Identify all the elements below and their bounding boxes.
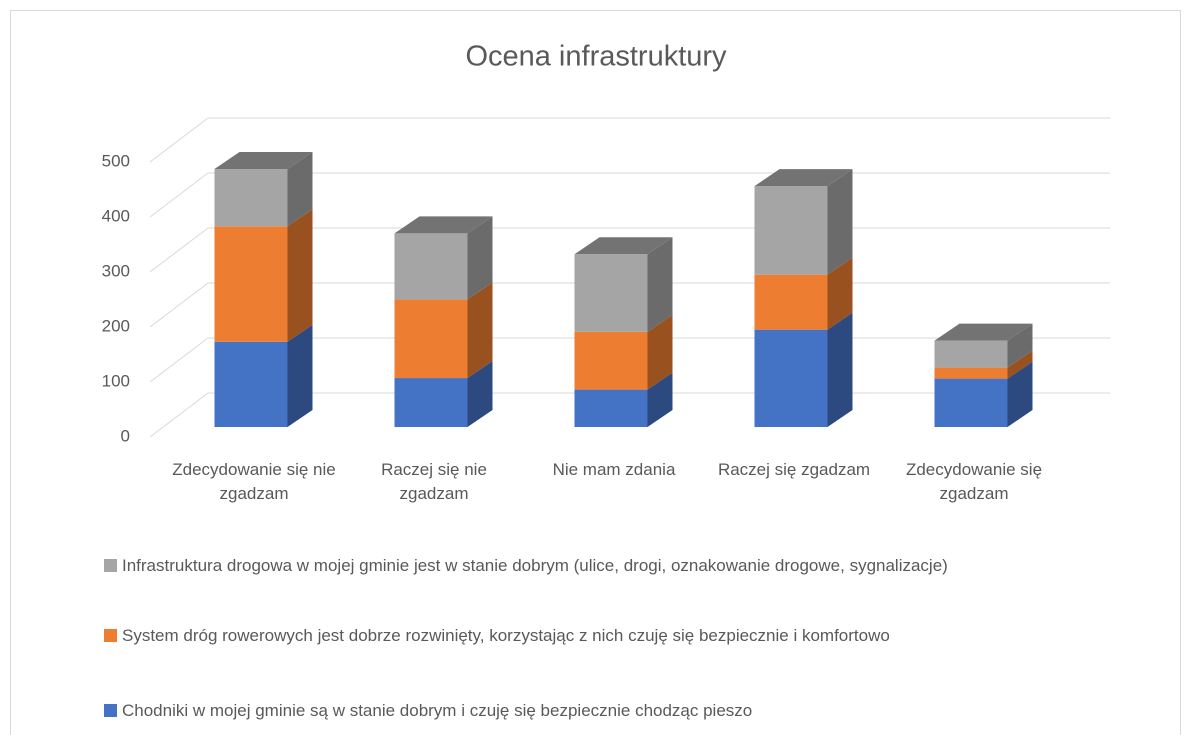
bar-side bbox=[1007, 350, 1033, 379]
bar-top bbox=[214, 152, 313, 170]
legend-swatch bbox=[104, 629, 117, 642]
x-tick-label: Zdecydowanie się nie zgadzam bbox=[172, 460, 336, 503]
legend-label: System dróg rowerowych jest dobrze rozwi… bbox=[122, 626, 890, 645]
y-tick-label: 300 bbox=[102, 261, 130, 280]
bar-side bbox=[467, 216, 493, 300]
bar-side bbox=[1007, 361, 1033, 427]
bar-top bbox=[574, 237, 673, 255]
bar bbox=[394, 233, 468, 300]
legend-item: Infrastruktura drogowa w mojej gminie je… bbox=[104, 552, 1122, 579]
bar-top bbox=[394, 216, 493, 234]
bar bbox=[574, 254, 648, 332]
grid-line bbox=[149, 227, 209, 273]
bar-side bbox=[827, 257, 853, 330]
bar bbox=[394, 378, 468, 427]
bar-side bbox=[1007, 323, 1033, 368]
x-tick-label: Raczej się zgadzam bbox=[717, 460, 871, 479]
bar bbox=[574, 389, 648, 427]
bar-side bbox=[287, 209, 313, 342]
bar-side bbox=[467, 361, 493, 427]
legend-label: Chodniki w mojej gminie są w stanie dobr… bbox=[122, 701, 753, 720]
bar bbox=[214, 341, 288, 427]
bar bbox=[934, 378, 1008, 427]
bar bbox=[214, 169, 288, 227]
bar bbox=[754, 274, 828, 330]
bar-top bbox=[754, 169, 853, 187]
x-tick-label: Raczej się nie zgadzam bbox=[381, 460, 487, 503]
bar bbox=[574, 331, 648, 390]
legend-swatch bbox=[104, 704, 117, 717]
bar bbox=[754, 186, 828, 275]
legend-item: Chodniki w mojej gminie są w stanie dobr… bbox=[104, 697, 1122, 724]
bar-side bbox=[467, 282, 493, 379]
grid-line bbox=[149, 337, 209, 383]
grid-line bbox=[149, 117, 209, 163]
legend-label: Infrastruktura drogowa w mojej gminie je… bbox=[122, 556, 948, 575]
y-tick-label: 200 bbox=[102, 316, 130, 335]
bar-side bbox=[827, 312, 853, 427]
bar-side bbox=[647, 372, 673, 427]
bar-side bbox=[647, 314, 673, 390]
y-tick-label: 0 bbox=[121, 426, 130, 445]
chart-border bbox=[10, 10, 1181, 735]
bar bbox=[754, 329, 828, 427]
bar bbox=[394, 299, 468, 379]
legend-item: System dróg rowerowych jest dobrze rozwi… bbox=[104, 622, 1122, 649]
y-tick-label: 400 bbox=[102, 206, 130, 225]
y-tick-label: 100 bbox=[102, 371, 130, 390]
bar bbox=[934, 340, 1008, 368]
chart-title: Ocena infrastruktury bbox=[465, 41, 727, 73]
bar-side bbox=[287, 324, 313, 427]
grid-line bbox=[149, 282, 209, 328]
x-tick-label: Zdecydowanie się zgadzam bbox=[905, 460, 1043, 503]
legend-swatch bbox=[104, 559, 117, 572]
y-tick-label: 500 bbox=[102, 151, 130, 170]
bar bbox=[934, 367, 1008, 379]
x-tick-label: Nie mam zdania bbox=[552, 460, 676, 479]
grid-line bbox=[149, 392, 209, 438]
bar bbox=[214, 226, 288, 342]
bar-side bbox=[287, 152, 313, 227]
bar-side bbox=[827, 169, 853, 275]
bar-side bbox=[647, 237, 673, 332]
bar-top bbox=[934, 323, 1033, 341]
grid-line bbox=[149, 172, 209, 218]
